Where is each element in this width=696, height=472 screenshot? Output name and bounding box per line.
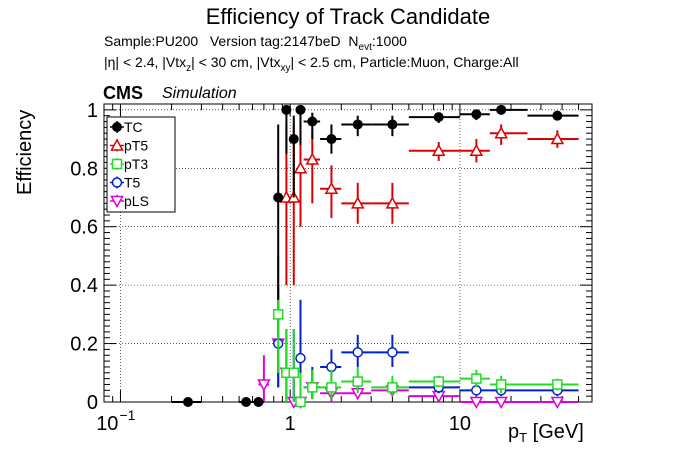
point-pls	[494, 396, 508, 410]
simulation-label: Simulation	[162, 85, 237, 102]
y-tick-label: 0.2	[70, 334, 98, 356]
point-pt3	[326, 382, 337, 393]
y-tick-label: 0.8	[70, 158, 98, 180]
cuts-info: |η| < 2.4, |Vtxz| < 30 cm, |Vtxxy| < 2.5…	[104, 54, 519, 74]
cut-text-1: |η| < 2.4, |Vtx	[104, 54, 187, 70]
y-tick-label: 0	[87, 392, 98, 414]
legend-marker-pt3	[111, 158, 123, 170]
point-pt5	[305, 152, 320, 165]
y-tick-label: 1	[87, 100, 98, 122]
series-tc	[171, 104, 579, 407]
point-tc	[295, 104, 306, 115]
x-axis-label-main: p	[508, 421, 520, 443]
point-tc	[352, 119, 363, 130]
point-pls	[257, 379, 271, 392]
cut-text-3: | < 2.5 cm, Particle:Muon, Charge:All	[290, 54, 519, 70]
point-tc	[241, 397, 252, 407]
nevt-subscript: evt	[358, 42, 372, 53]
point-tc	[496, 104, 507, 115]
point-pt3	[288, 367, 300, 379]
legend-label-pt5: pT5	[124, 138, 148, 154]
x-tick-label-exponent: −1	[119, 407, 135, 423]
point-pt3	[272, 309, 284, 320]
x-axis-label-sub: T	[519, 430, 528, 445]
legend-label-pls: pLS	[124, 193, 149, 209]
y-tick-label: 0.6	[70, 217, 98, 239]
point-pt5	[550, 132, 565, 145]
point-pt3	[552, 379, 563, 390]
point-tc	[326, 134, 337, 145]
cut-text-2: | < 30 cm, |Vtx	[191, 54, 281, 70]
point-tc	[433, 112, 444, 123]
chart-title: Efficiency of Track Candidate	[205, 4, 491, 29]
x-tick-label: 10	[449, 413, 471, 435]
point-pt3	[352, 376, 363, 387]
legend-label-t5: T5	[124, 175, 141, 191]
legend-marker-tc	[112, 122, 122, 132]
x-tick-label: 10	[96, 413, 118, 435]
point-tc	[253, 397, 264, 407]
point-tc	[307, 116, 318, 127]
nevt-label: N	[348, 33, 359, 49]
series-pls	[257, 285, 579, 410]
nevt-value: :1000	[371, 33, 407, 49]
legend-label-tc: TC	[124, 119, 143, 135]
point-pt5	[385, 196, 400, 209]
point-t5	[352, 347, 363, 358]
point-pt3	[495, 379, 507, 390]
x-tick-label: 1	[285, 413, 296, 435]
point-tc	[471, 109, 482, 120]
sample-info: Sample:PU200 Version tag:2147beD Nevt:10…	[104, 33, 407, 53]
legend-marker-t5	[111, 177, 123, 188]
point-pt3	[387, 382, 398, 393]
point-pt5	[350, 196, 365, 209]
point-pt3	[471, 373, 482, 384]
point-pt3	[307, 382, 318, 393]
cut-sub-xy: xy	[280, 63, 291, 74]
legend-label-pt3: pT3	[124, 156, 148, 172]
x-axis-label-unit: [GeV]	[532, 421, 584, 443]
point-tc	[182, 397, 193, 407]
point-pt5	[293, 161, 308, 174]
point-t5	[295, 352, 306, 364]
series-pt3	[272, 255, 579, 408]
x-axis-label: pT [GeV]	[508, 421, 584, 445]
point-t5	[387, 347, 398, 358]
legend-marker-pt5	[110, 138, 124, 151]
y-tick-label: 0.4	[70, 275, 98, 297]
cut-sub-z: z	[186, 63, 192, 74]
point-pt3	[295, 396, 306, 408]
series-pt5	[279, 124, 579, 286]
point-tc	[273, 192, 284, 203]
legend-marker-pls	[110, 195, 124, 209]
point-pt5	[494, 126, 508, 139]
version-label: Version tag:2147beD	[209, 33, 341, 49]
cms-label: CMS	[103, 83, 143, 103]
point-tc	[552, 110, 563, 121]
point-pt5	[469, 143, 484, 156]
plot-frame	[103, 103, 593, 403]
point-pt3	[433, 376, 444, 387]
point-pt5	[324, 181, 339, 194]
point-pls	[469, 396, 484, 410]
legend: TC pT5 pT3 T5 pLS	[106, 116, 176, 213]
point-pt5	[431, 143, 446, 156]
point-tc	[288, 134, 299, 145]
point-pls	[550, 396, 565, 410]
sample-label: Sample:PU200	[104, 33, 199, 49]
point-tc	[281, 104, 292, 115]
point-tc	[387, 119, 398, 130]
